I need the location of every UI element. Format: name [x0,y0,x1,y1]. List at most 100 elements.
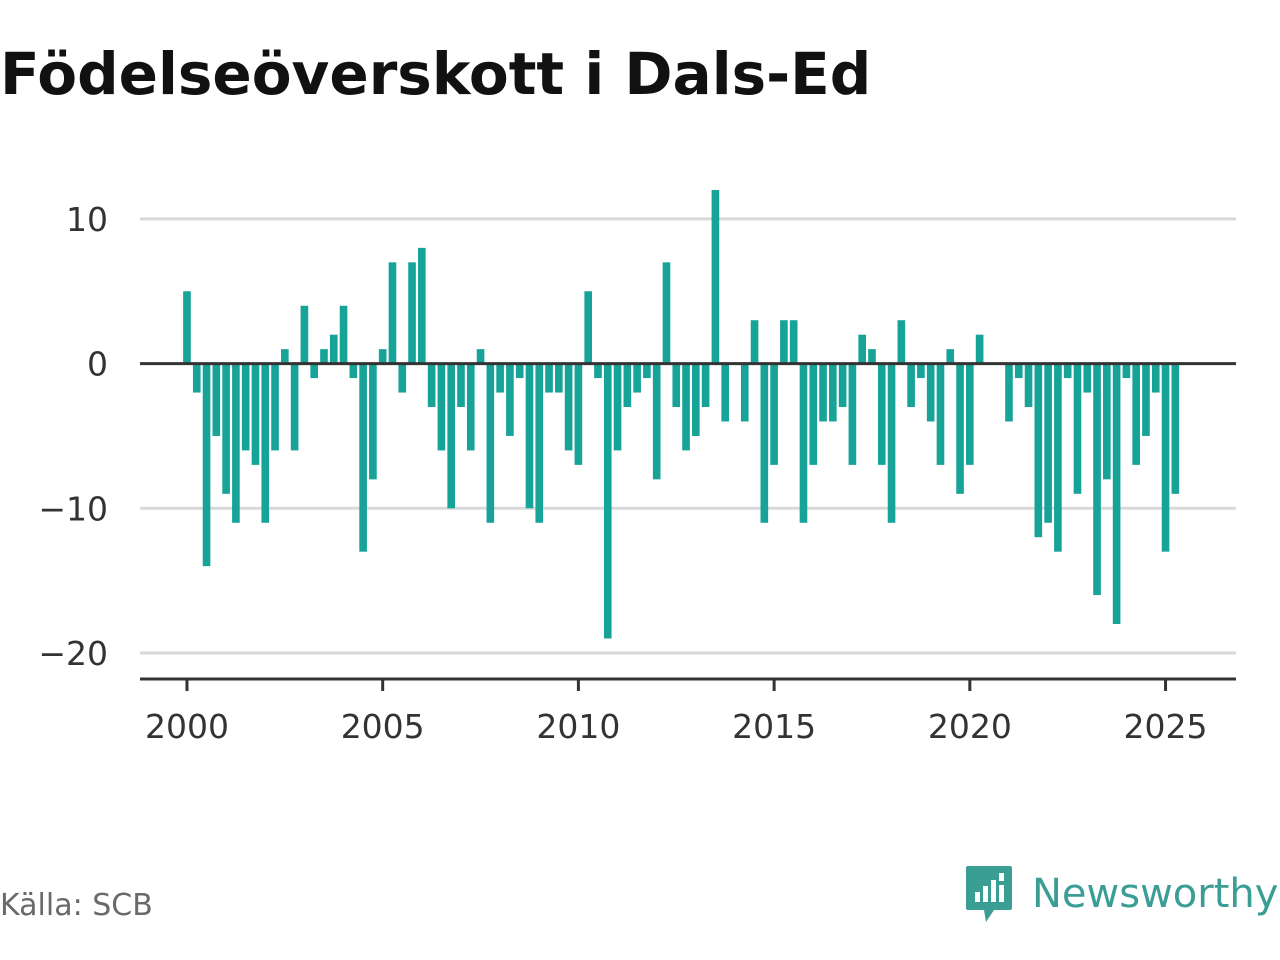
bar [966,363,974,465]
bar [1103,363,1111,480]
bar [1142,363,1150,436]
bar [447,363,456,509]
source-note: Källa: SCB [0,888,153,923]
bar [212,363,221,436]
bar [457,363,465,408]
bar [369,363,377,480]
bar [251,363,260,465]
bar [877,363,886,465]
bar [398,363,407,393]
bar [829,363,837,422]
x-tick-label: 2010 [536,707,620,746]
bar [672,363,681,408]
bar [378,349,387,364]
bar [799,363,808,523]
bar [466,363,475,451]
brand: Newsworthy [964,864,1278,924]
bar [320,349,328,364]
bar [574,363,583,465]
bar [506,363,514,436]
bar [868,349,876,364]
bar [780,320,788,364]
x-tick-label: 2025 [1124,707,1208,746]
bar [1073,363,1082,494]
bar [1083,363,1092,393]
bar [232,363,240,523]
bar [1054,363,1062,552]
bar [789,320,798,364]
bar [437,363,446,451]
bar [183,291,191,364]
y-tick-label: −10 [38,489,108,528]
bar [1014,363,1023,379]
bar [515,363,524,379]
bar [388,262,397,364]
bar [329,334,338,364]
axes [140,362,1236,691]
bar [858,334,867,364]
bar [1122,363,1131,379]
bar [750,320,759,364]
bar [936,363,945,465]
bar [1024,363,1033,408]
bar [819,363,827,422]
bar [261,363,270,523]
bar-chart: 10 0 −10 −20 2000 2005 2010 2015 2020 2025 [38,190,1236,746]
bar [339,305,348,364]
bar [692,363,700,436]
bar [946,349,955,364]
bar [1151,363,1160,393]
bar [1034,363,1043,538]
x-tick-label: 2015 [732,707,816,746]
bar [1093,363,1101,596]
brand-name: Newsworthy [1032,871,1279,917]
bar [1161,363,1170,552]
bar [1005,363,1013,422]
bar [222,363,230,494]
bar [476,349,485,364]
bar [623,363,632,408]
bar [1171,363,1180,494]
bar [652,363,661,480]
bar [1063,363,1072,379]
bar [496,363,504,393]
bar [682,363,690,451]
bar [281,349,289,364]
bar [241,363,250,451]
y-tick-label: 10 [66,200,108,239]
bar [662,262,671,364]
bar [555,363,563,393]
x-tick-label: 2020 [928,707,1012,746]
bar [290,363,299,451]
bar [310,363,319,379]
gridlines [140,217,1236,655]
bar [848,363,857,465]
bar [535,363,544,523]
bar [1044,363,1052,523]
tick-labels: 10 0 −10 −20 2000 2005 2010 2015 2020 2025 [38,200,1207,746]
newsworthy-logo-icon [966,866,1012,922]
bar [721,363,730,422]
bar [887,363,896,523]
bar [711,190,720,364]
bar [975,334,984,364]
bar [926,363,935,422]
bar [1132,363,1141,465]
bar [897,320,906,364]
bar [192,363,201,393]
bar [300,305,309,364]
bar [907,363,915,408]
bar [701,363,710,408]
bar [956,363,964,494]
bar [564,363,573,451]
bar [603,363,612,639]
bar [202,363,211,567]
chart-title: Födelseöverskott i Dals-Ed [0,40,872,108]
x-tick-label: 2000 [145,707,229,746]
bar [359,363,367,552]
bar [917,363,925,379]
bar [838,363,847,408]
bar [408,262,416,364]
bar [486,363,495,523]
x-tick-label: 2005 [341,707,425,746]
